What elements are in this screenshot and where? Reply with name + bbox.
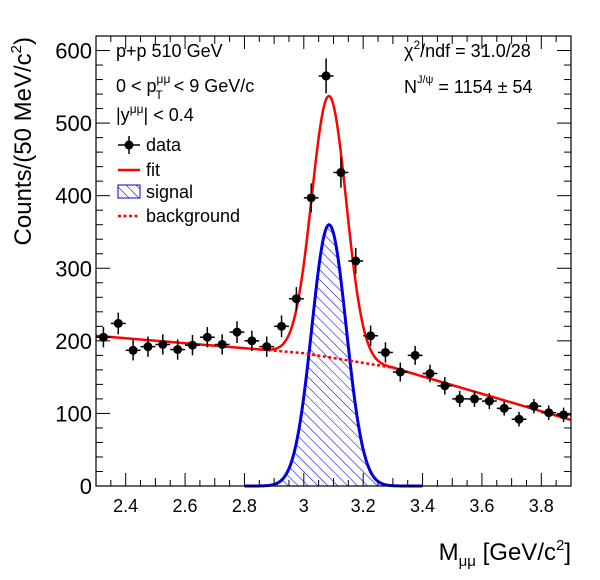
data-point [321,71,331,81]
y-title-end: ) [10,37,37,45]
data-point [484,396,494,406]
x-title-base: M [439,539,459,566]
y-tick-label: 300 [55,256,92,281]
data-point [262,342,272,352]
data-point [470,394,480,404]
info-y-superscript: μμ [130,102,144,116]
y-tick-label: 200 [55,329,92,354]
stats-n-superscript: J/ψ [417,74,434,86]
info-y-suffix: | < 0.4 [144,105,194,125]
info-pt-superscript: μμ [157,72,171,86]
x-title-superscript: 2 [556,537,564,554]
y-title-main: Counts/(50 MeV/c [10,53,37,245]
data-point [202,332,212,342]
info-pt-prefix: 0 < p [116,76,157,96]
data-point [336,167,346,177]
info-line-pt: 0 < pμμ T < 9 GeV/c [116,72,254,102]
y-tick-label: 500 [55,111,92,136]
x-title-unit: [GeV/c [476,539,556,566]
data-point [232,327,242,337]
data-point [425,369,435,378]
data-point [158,339,168,349]
info-pt-suffix: < 9 GeV/c [169,76,255,96]
data-point [351,256,361,266]
data-point [440,381,450,391]
x-tick-label: 3.6 [469,496,494,516]
data-point [291,294,301,304]
data-point [217,339,227,349]
legend-fit-label: fit [146,160,160,180]
stats-n-value: = 1154 ± 54 [433,77,532,97]
data-point [514,414,524,424]
x-tick-label: 3 [299,496,309,516]
y-tick-label: 600 [55,39,92,64]
data-point [499,403,509,413]
data-point [529,401,539,411]
stats-chi-symbol: χ [404,41,414,61]
x-tick-label: 3.2 [351,496,376,516]
legend-data-label: data [146,135,182,155]
fit-curve [95,94,572,422]
x-tick-label: 2.4 [113,496,138,516]
y-tick-label: 0 [80,474,92,499]
data-point [410,350,420,360]
x-tick-label: 2.8 [232,496,257,516]
stats-chi-superscript: 2 [413,38,420,52]
info-pt-subscript: T [155,88,163,102]
legend: data fit signal background [117,135,240,226]
x-title-subscript: μμ [459,553,476,570]
stats-yield: NJ/ψ = 1154 ± 54 [404,74,533,97]
data-point [143,342,153,352]
background-curve [268,348,412,375]
y-tick-label: 400 [55,184,92,209]
data-point [247,336,257,346]
data-point [128,345,138,355]
x-axis-title: Mμμ [GeV/c2] [439,537,571,570]
y-title-superscript: 2 [8,45,25,53]
x-title-end: ] [564,539,571,566]
info-line-energy: p+p 510 GeV [116,41,223,61]
data-point [187,340,197,350]
y-tick-label: 100 [55,401,92,426]
data-point [113,318,123,328]
data-point [366,331,376,341]
info-y-prefix: |y [116,105,130,125]
x-tick-label: 2.6 [173,496,198,516]
stats-n-symbol: N [404,77,417,97]
data-point [173,345,183,355]
stats-chi2: χ2/ndf = 31.0/28 [404,38,531,61]
data-point [306,193,316,203]
data-point [559,410,569,420]
y-axis-title: Counts/(50 MeV/c2) [8,37,37,245]
data-point [395,367,405,377]
legend-data-marker [118,136,140,154]
x-tick-label: 3.8 [529,496,554,516]
data-point [455,394,465,404]
data-point [277,321,287,331]
axes: 2.4 2.6 2.8 3 3.2 3.4 3.6 3.8 0 100 200 300 400 500 60… [55,35,572,516]
legend-signal-label: signal [146,182,193,202]
info-line-rapidity: |yμμ| < 0.4 [116,102,194,125]
signal-fill [244,224,423,486]
data-point [98,332,108,342]
legend-signal-swatch [117,184,141,199]
data-point [544,408,554,418]
stats-chi-value: /ndf = 31.0/28 [420,41,531,61]
x-tick-label: 3.4 [410,496,435,516]
data-point [380,347,390,357]
legend-background-label: background [146,206,240,226]
